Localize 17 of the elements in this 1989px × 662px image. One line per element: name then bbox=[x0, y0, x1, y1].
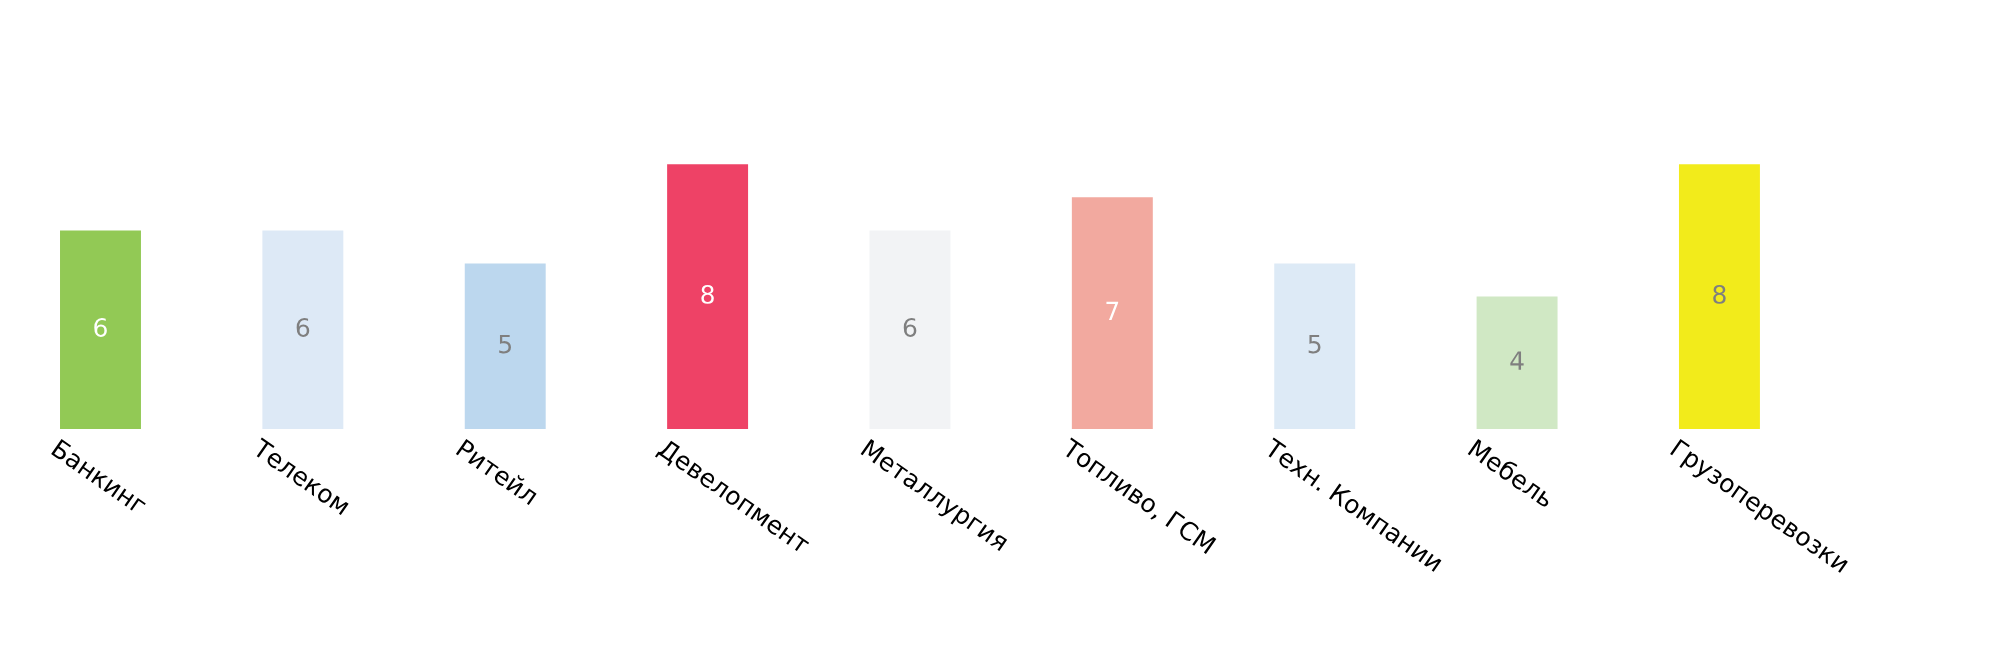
bar bbox=[60, 230, 141, 429]
bar bbox=[262, 230, 344, 429]
data-label: 4 bbox=[1510, 351, 1524, 370]
data-label: 8 bbox=[1713, 284, 1726, 304]
data-label: 6 bbox=[296, 318, 310, 337]
bar bbox=[464, 263, 546, 429]
data-label: 5 bbox=[499, 334, 511, 354]
bar bbox=[1476, 296, 1558, 429]
data-label: 5 bbox=[1308, 334, 1321, 354]
bar bbox=[1678, 164, 1760, 429]
data-label: 8 bbox=[701, 284, 714, 304]
data-label: 6 bbox=[903, 318, 917, 337]
bar bbox=[667, 164, 749, 429]
data-label: 6 bbox=[94, 318, 107, 337]
data-label: 7 bbox=[1106, 301, 1119, 321]
bar bbox=[1071, 197, 1153, 429]
bar bbox=[1274, 263, 1356, 429]
